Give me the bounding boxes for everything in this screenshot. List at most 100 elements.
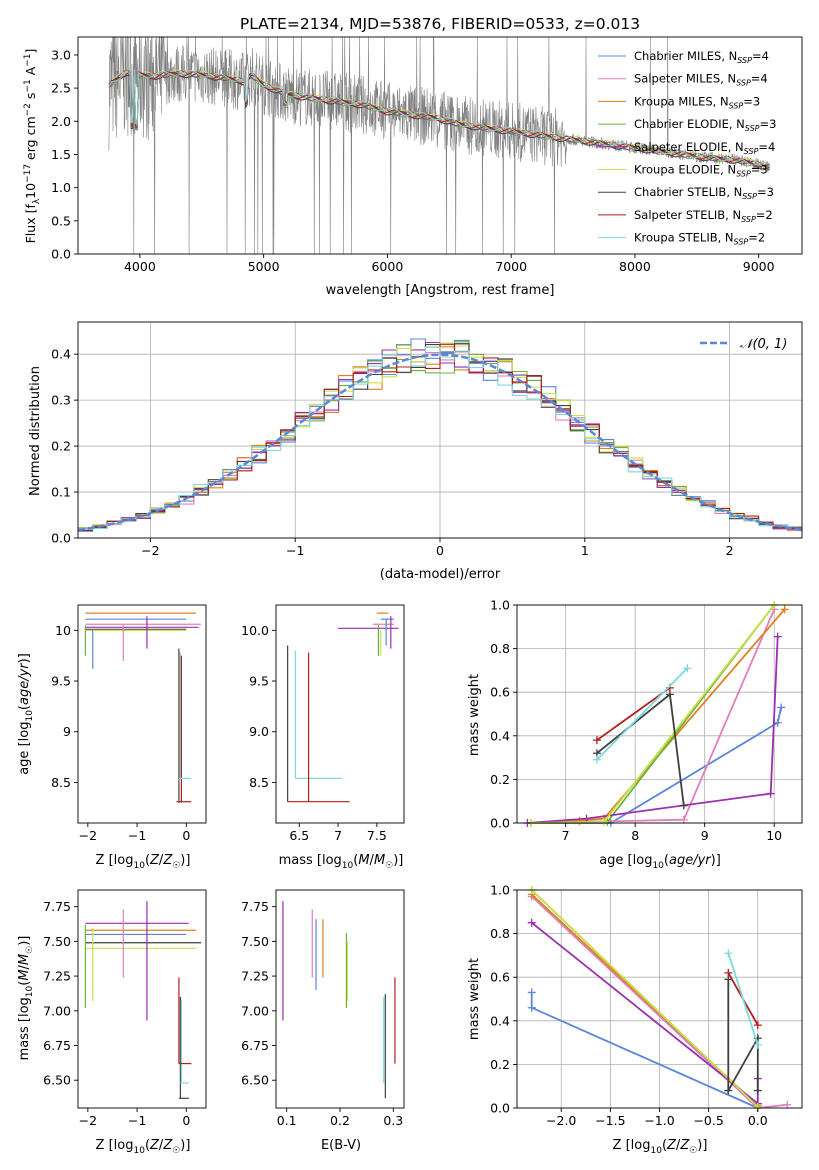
weight-marker bbox=[575, 816, 584, 825]
y-tick-label: 0.8 bbox=[490, 641, 510, 656]
x-tick-label: −2.0 bbox=[546, 1113, 576, 1128]
x-tick-label: −1 bbox=[286, 543, 304, 558]
y-tick-label: 0.4 bbox=[490, 1013, 510, 1028]
y-tick-label: 7.75 bbox=[43, 899, 71, 914]
x-tick-label: 6000 bbox=[371, 259, 403, 274]
spectrum-legend: Chabrier MILES, NSSP=4 Salpeter MILES, NS… bbox=[598, 49, 776, 247]
x-tick-label: 9 bbox=[701, 828, 709, 843]
y-tick-label: 9.0 bbox=[249, 724, 269, 739]
weight-vs-age-y-label: mass weight bbox=[467, 674, 482, 756]
y-tick-label: 2.0 bbox=[51, 114, 71, 129]
model-spectrum bbox=[108, 71, 770, 168]
y-tick-label: 7.50 bbox=[241, 934, 269, 949]
spectrum-title: PLATE=2134, MJD=53876, FIBERID=0533, z=0… bbox=[240, 15, 640, 33]
plot-data bbox=[523, 601, 789, 827]
y-tick-label: 10 bbox=[55, 623, 71, 638]
x-tick-label: 7.5 bbox=[367, 828, 387, 843]
y-tick-label: 6.50 bbox=[241, 1073, 269, 1088]
weight-marker bbox=[777, 703, 786, 712]
weight-line bbox=[531, 889, 759, 1108]
weight-line bbox=[530, 707, 782, 824]
y-tick-label: 1.0 bbox=[490, 598, 510, 613]
weight-vs-Z-x-label: Z [log10(Z/Z☉)] bbox=[613, 1138, 708, 1156]
plot-data bbox=[108, 37, 771, 254]
axes: 7 8 9 10 0.0 0.2 0.4 0.6 0.8 1.0 bbox=[490, 598, 803, 843]
mass-vs-Z-x-label: Z [log10(Z/Z☉)] bbox=[96, 1138, 191, 1156]
axes: 0.1 0.2 0.3 6.50 6.75 7.00 7.25 7.50 7.75 bbox=[241, 889, 405, 1128]
x-tick-label: 5000 bbox=[248, 259, 280, 274]
age-vs-Z-x-label: Z [log10(Z/Z☉)] bbox=[96, 853, 191, 871]
weight-marker bbox=[679, 801, 688, 810]
x-tick-label: 0 bbox=[436, 543, 444, 558]
y-tick-label: 0.2 bbox=[490, 772, 510, 787]
x-tick-label: 2 bbox=[726, 543, 734, 558]
weight-vs-age-x-label: age [log10(age/yr)] bbox=[599, 853, 721, 871]
weight-marker bbox=[683, 664, 692, 673]
residuals-x-label: (data-model)/error bbox=[380, 567, 501, 582]
axes-frame bbox=[275, 604, 405, 824]
x-tick-label: −0.5 bbox=[693, 1113, 723, 1128]
weight-marker bbox=[753, 1040, 762, 1049]
legend-label: Kroupa STELIB, NSSP=2 bbox=[634, 231, 765, 247]
y-tick-label: 10.0 bbox=[241, 623, 269, 638]
x-tick-label: 0.2 bbox=[330, 1113, 350, 1128]
y-tick-label: 0.0 bbox=[51, 531, 71, 546]
y-tick-label: 8.5 bbox=[249, 775, 269, 790]
weight-vs-age-panel: 7 8 9 10 0.0 0.2 0.4 0.6 0.8 1.0 age [log10(age/y… bbox=[467, 598, 803, 871]
legend-label: Kroupa ELODIE, NSSP=3 bbox=[634, 163, 768, 179]
y-tick-label: 2.5 bbox=[51, 81, 71, 96]
axes: −2 −1 0 1 2 0.0 0.1 0.2 0.3 0.4 bbox=[51, 321, 803, 558]
y-tick-label: 0.2 bbox=[490, 1057, 510, 1072]
x-tick-label: 9000 bbox=[743, 259, 775, 274]
model-spectrum bbox=[108, 69, 771, 170]
y-tick-label: 7.25 bbox=[43, 969, 71, 984]
gaussian-curve bbox=[77, 353, 803, 532]
weight-marker bbox=[753, 1021, 762, 1030]
x-tick-label: 1 bbox=[581, 543, 589, 558]
weight-line bbox=[530, 604, 775, 824]
weight-marker bbox=[783, 1100, 792, 1109]
weight-line bbox=[530, 992, 759, 1109]
weight-marker bbox=[679, 815, 688, 824]
y-tick-label: 0.5 bbox=[51, 213, 71, 228]
residuals-panel: −2 −1 0 1 2 0.0 0.1 0.2 0.3 0.4 (data-model)/erro… bbox=[28, 321, 803, 582]
axes: 6.5 7 7.5 8.5 9.0 9.5 10.0 bbox=[241, 604, 405, 843]
plot-data bbox=[282, 901, 396, 1099]
x-tick-label: 8 bbox=[631, 828, 639, 843]
mass-vs-Z-panel: −2 −1 0 6.50 6.75 7.00 7.25 7.50 7.75 Z [log10(Z… bbox=[17, 889, 207, 1156]
y-tick-label: 0.3 bbox=[51, 393, 71, 408]
weight-line bbox=[531, 921, 759, 1106]
legend-label: Kroupa MILES, NSSP=3 bbox=[634, 94, 760, 110]
weight-marker bbox=[592, 755, 601, 764]
weight-vs-Z-panel: −2.0 −1.5 −1.0 −0.5 0.0 0.0 0.2 0.4 0.6 0.8 1.0 Z … bbox=[467, 883, 803, 1156]
y-tick-label: 0.2 bbox=[51, 439, 71, 454]
residuals-y-label: Normed distribution bbox=[28, 366, 43, 496]
y-tick-label: 7.75 bbox=[241, 899, 269, 914]
weight-line bbox=[596, 687, 671, 741]
age-vs-Z-panel: −2 −1 0 8.5 9 9.5 10 Z [log10(Z/Z☉)] age [log1… bbox=[17, 604, 207, 871]
weight-vs-Z-y-label: mass weight bbox=[467, 958, 482, 1040]
x-tick-label: 7 bbox=[334, 828, 342, 843]
mass-vs-ebv-x-label: E(B-V) bbox=[321, 1138, 361, 1153]
x-tick-label: 4000 bbox=[124, 259, 156, 274]
y-tick-label: 7.50 bbox=[43, 934, 71, 949]
model-spectrum bbox=[108, 68, 771, 166]
x-tick-label: 10 bbox=[766, 828, 782, 843]
y-tick-label: 8.5 bbox=[51, 775, 71, 790]
axes-frame bbox=[77, 889, 207, 1109]
plot-data bbox=[84, 612, 202, 803]
x-tick-label: 0.1 bbox=[277, 1113, 297, 1128]
x-tick-label: −1.5 bbox=[595, 1113, 625, 1128]
weight-marker bbox=[527, 1003, 536, 1012]
x-tick-label: 0.0 bbox=[748, 1113, 768, 1128]
weight-marker bbox=[724, 1086, 733, 1095]
plot-data bbox=[287, 612, 399, 803]
axes: 4000 5000 6000 7000 8000 9000 0.0 0.5 1.0 1.5 2.0 2… bbox=[51, 36, 803, 274]
y-tick-label: 7.00 bbox=[241, 1003, 269, 1018]
y-tick-label: 0.6 bbox=[490, 685, 510, 700]
y-tick-label: 0.0 bbox=[490, 1101, 510, 1116]
y-tick-label: 9.5 bbox=[249, 674, 269, 689]
x-tick-label: 0 bbox=[182, 828, 190, 843]
x-tick-label: −1 bbox=[128, 828, 146, 843]
y-tick-label: 0.4 bbox=[490, 728, 510, 743]
